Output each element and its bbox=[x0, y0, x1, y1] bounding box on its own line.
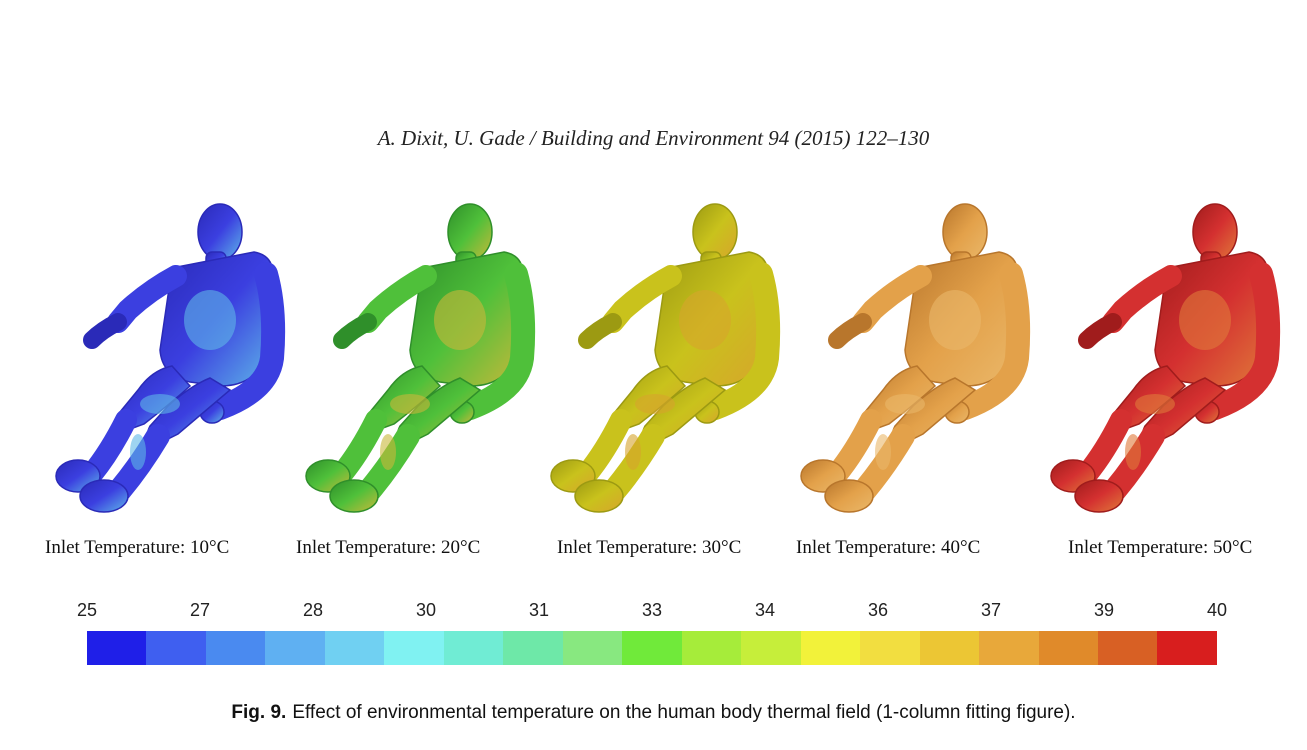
mannequin-panel-1 bbox=[55, 203, 286, 513]
colorbar-swatch bbox=[1038, 631, 1098, 665]
colorbar-tick-label: 37 bbox=[980, 600, 1002, 620]
colorbar-swatch bbox=[860, 631, 920, 665]
colorbar-tick-label: 39 bbox=[1093, 600, 1115, 620]
temperature-colorbar bbox=[87, 631, 1217, 665]
mannequin-panel-3 bbox=[550, 203, 781, 513]
panel-captions: Inlet Temperature: 10°C Inlet Temperature… bbox=[0, 537, 1307, 567]
colorbar-tick-label: 36 bbox=[867, 600, 889, 620]
panel-caption-1: Inlet Temperature: 10°C bbox=[45, 537, 230, 558]
colorbar-swatch bbox=[622, 631, 682, 665]
mannequin-panel-4 bbox=[800, 203, 1031, 513]
colorbar-swatch bbox=[741, 631, 801, 665]
colorbar-swatch bbox=[443, 631, 504, 665]
panel-caption-5: Inlet Temperature: 50°C bbox=[1068, 537, 1253, 558]
figure-number: Fig. 9. bbox=[231, 702, 287, 723]
mannequin-panel-5 bbox=[1050, 203, 1281, 513]
colorbar-tick-label: 28 bbox=[302, 600, 324, 620]
colorbar-tick-label: 25 bbox=[76, 600, 98, 620]
panel-caption-2: Inlet Temperature: 20°C bbox=[296, 537, 481, 558]
thermal-figure-panels bbox=[0, 190, 1307, 520]
colorbar-tick-label: 34 bbox=[754, 600, 776, 620]
colorbar-tick-label: 33 bbox=[641, 600, 663, 620]
figure-caption: Fig. 9. Effect of environmental temperatu… bbox=[0, 702, 1307, 724]
panel-caption-3: Inlet Temperature: 30°C bbox=[557, 537, 742, 558]
colorbar-swatch bbox=[87, 631, 147, 665]
panel-caption-4: Inlet Temperature: 40°C bbox=[796, 537, 981, 558]
colorbar-tick-label: 30 bbox=[415, 600, 437, 620]
colorbar-tick-label: 31 bbox=[528, 600, 550, 620]
colorbar-swatch bbox=[205, 631, 266, 665]
figure-caption-text: Effect of environmental temperature on t… bbox=[292, 702, 1076, 723]
colorbar-swatch bbox=[503, 631, 563, 665]
colorbar-tick-labels: 25 27 28 30 31 33 34 36 37 39 40 bbox=[0, 600, 1307, 626]
colorbar-swatch bbox=[265, 631, 325, 665]
colorbar-swatch bbox=[979, 631, 1039, 665]
colorbar-swatch bbox=[324, 631, 385, 665]
running-header: A. Dixit, U. Gade / Building and Environ… bbox=[377, 126, 930, 150]
colorbar-tick-label: 40 bbox=[1206, 600, 1228, 620]
colorbar-tick-label: 27 bbox=[189, 600, 211, 620]
colorbar-swatch bbox=[919, 631, 980, 665]
colorbar-swatch bbox=[681, 631, 742, 665]
colorbar-swatch bbox=[384, 631, 444, 665]
colorbar-swatch bbox=[146, 631, 206, 665]
colorbar-swatch bbox=[1157, 631, 1217, 665]
mannequin-panel-2 bbox=[305, 203, 536, 513]
colorbar-swatch bbox=[800, 631, 861, 665]
colorbar-swatch bbox=[562, 631, 623, 665]
colorbar-swatch bbox=[1097, 631, 1158, 665]
